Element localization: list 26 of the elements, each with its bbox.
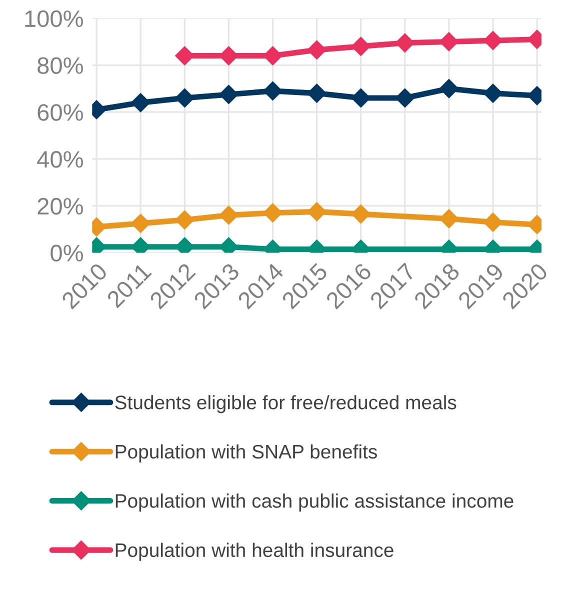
point [131,93,150,112]
point [439,79,458,98]
point [219,84,238,104]
point [219,206,238,225]
point [395,33,414,52]
point [175,210,194,230]
legend-label: Population with cash public assistance income [116,494,514,512]
y-tick-label: 60% [38,104,83,121]
point [263,81,282,100]
point [175,88,194,108]
point [351,204,370,224]
point [307,40,326,60]
legend-label: Population with health insurance [116,542,394,561]
y-tick-label: 40% [37,151,83,168]
point [351,36,370,56]
point [307,202,326,222]
legend-label: Population with SNAP benefits [116,444,377,462]
point [131,214,150,233]
point [307,84,326,103]
y-tick-label: 20% [38,198,83,215]
point [263,203,282,222]
y-tick-label: 0% [50,244,83,262]
point [351,88,370,108]
y-tick-label: 80% [38,57,83,74]
legend-label: Students eligible for free/reduced meals [115,395,456,414]
y-tick-label: 100% [25,10,83,28]
